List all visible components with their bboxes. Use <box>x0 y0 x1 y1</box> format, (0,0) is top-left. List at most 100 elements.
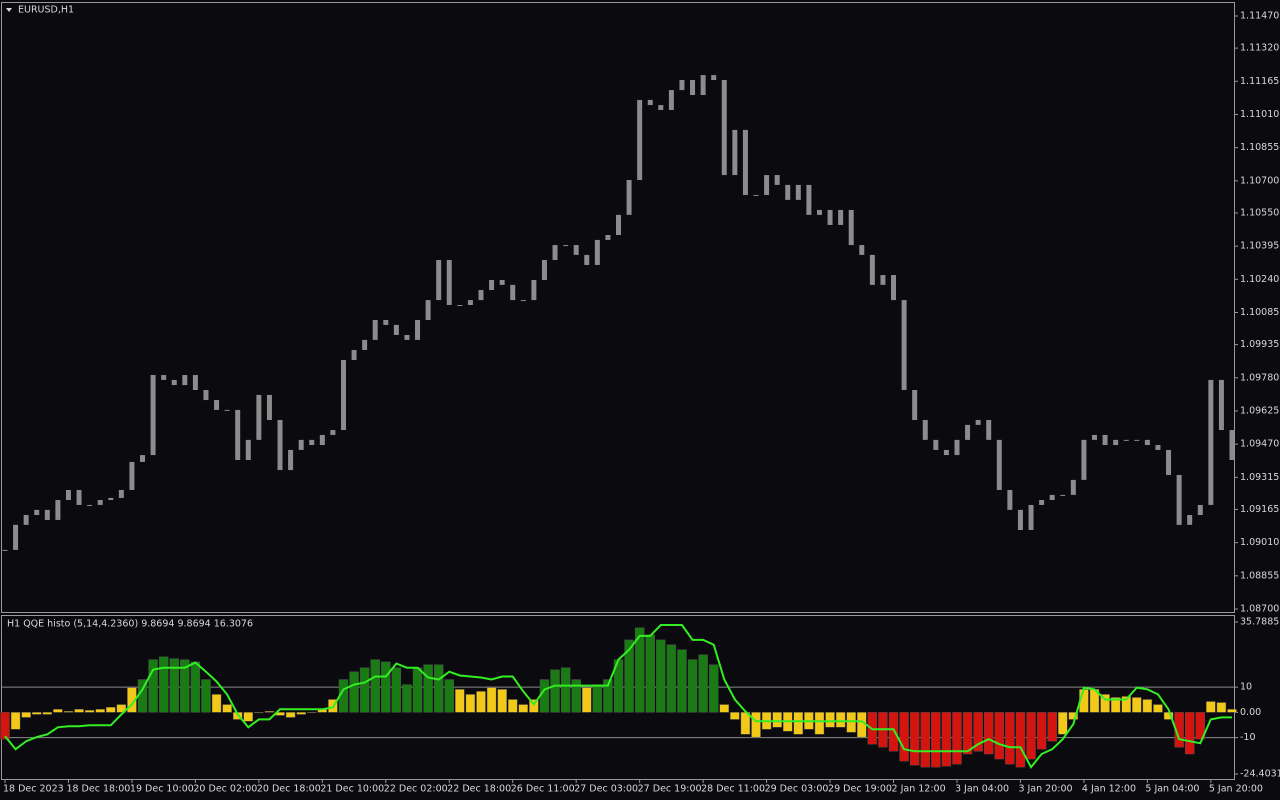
histogram-bar <box>412 667 423 713</box>
histogram-bar <box>254 712 264 714</box>
histogram-bar <box>169 658 179 713</box>
candle <box>309 439 315 446</box>
histogram-bar <box>645 634 655 713</box>
candle <box>118 489 124 498</box>
histogram-bar <box>307 712 317 714</box>
y-tick-label: 1.10700 <box>1240 175 1279 186</box>
candle <box>108 497 114 501</box>
candle <box>806 184 812 215</box>
y-tick-label: 10 <box>1240 682 1252 693</box>
chart-title: EURUSD,H1 <box>18 5 74 16</box>
histogram-bar <box>603 679 613 713</box>
histogram-bar <box>941 712 952 767</box>
candle <box>436 260 442 301</box>
histogram-bar <box>1036 712 1047 750</box>
candle <box>996 439 1002 490</box>
histogram-bar <box>1153 704 1163 713</box>
x-tick-label: 29 Dec 03:00 <box>765 784 829 795</box>
candle <box>1155 445 1161 450</box>
x-tick-label: 5 Jan 20:00 <box>1209 784 1263 795</box>
histogram-bar <box>666 644 677 713</box>
candle <box>1123 439 1129 441</box>
candle <box>816 209 822 215</box>
histogram-bar <box>32 712 42 715</box>
histogram-bar <box>1058 712 1068 735</box>
histogram-bar <box>909 712 920 766</box>
histogram-bar <box>391 667 402 713</box>
x-tick-label: 22 Dec 02:00 <box>384 784 448 795</box>
histogram-bar <box>1184 712 1195 755</box>
candle <box>140 455 146 462</box>
histogram-bar <box>211 694 222 713</box>
histogram-bar <box>264 711 275 713</box>
candle <box>616 214 621 236</box>
histogram-bar <box>582 687 592 713</box>
x-tick-label: 22 Dec 18:00 <box>447 784 511 795</box>
histogram-bar <box>10 712 21 730</box>
y-tick-label: 0.00 <box>1240 707 1261 718</box>
candle <box>404 334 410 340</box>
histogram-bar <box>63 711 74 713</box>
histogram-bar <box>888 712 899 752</box>
candle <box>1187 515 1193 525</box>
x-tick-label: 20 Dec 02:00 <box>193 784 257 795</box>
candle <box>76 489 82 505</box>
histogram-bar <box>571 679 581 713</box>
y-tick-label: -10 <box>1240 732 1256 743</box>
histogram-bar <box>730 712 740 720</box>
candle <box>859 245 865 255</box>
candle <box>742 129 748 195</box>
histogram-bar <box>835 712 846 728</box>
candle <box>732 129 738 176</box>
candle <box>235 409 241 461</box>
histogram-bar <box>634 627 645 713</box>
candle <box>1102 434 1108 446</box>
candle <box>457 305 463 307</box>
histogram-bar <box>180 659 190 713</box>
candle <box>1208 379 1214 505</box>
histogram-bar <box>508 699 518 713</box>
candle <box>288 449 294 471</box>
histogram-bar <box>285 712 296 718</box>
histogram-bar <box>42 712 53 715</box>
candle <box>446 260 452 306</box>
histogram-bar <box>53 709 63 713</box>
histogram-bar <box>1142 699 1153 713</box>
histogram-bar <box>127 687 137 713</box>
candle <box>869 254 875 285</box>
candle <box>711 75 717 81</box>
candle <box>245 439 251 461</box>
candle <box>848 209 854 246</box>
candle <box>922 419 928 440</box>
histogram-bar <box>296 712 306 715</box>
histogram-bar <box>1110 697 1121 713</box>
y-tick-label: 1.09935 <box>1240 339 1279 350</box>
menu-arrow[interactable] <box>6 8 12 12</box>
candle <box>690 80 696 95</box>
candle <box>647 99 653 106</box>
histogram-bar <box>381 661 391 713</box>
histogram-bar <box>677 649 687 713</box>
candle <box>668 90 674 110</box>
histogram-bar <box>1227 709 1237 713</box>
candle <box>266 394 272 420</box>
y-tick-label: 1.09165 <box>1240 504 1279 515</box>
histogram-bar <box>518 704 529 713</box>
histogram-bar <box>708 664 719 713</box>
histogram-bar <box>190 661 201 713</box>
histogram-bar <box>846 712 856 733</box>
candle <box>87 504 93 506</box>
candle <box>721 80 727 176</box>
candle <box>753 194 759 196</box>
y-tick-label: 1.10085 <box>1240 307 1279 318</box>
x-tick-label: 28 Dec 11:00 <box>701 784 765 795</box>
y-tick-label: 1.10855 <box>1240 142 1279 153</box>
candle <box>478 290 484 301</box>
candle <box>531 279 537 301</box>
y-tick-label: 1.11010 <box>1240 109 1279 120</box>
candle <box>573 245 579 255</box>
indicator-title: H1 QQE histo (5,14,4.2360) 9.8694 9.8694… <box>7 619 253 630</box>
candle <box>901 300 907 390</box>
y-tick-label: -24.4031 <box>1240 769 1280 780</box>
candle <box>340 360 346 431</box>
